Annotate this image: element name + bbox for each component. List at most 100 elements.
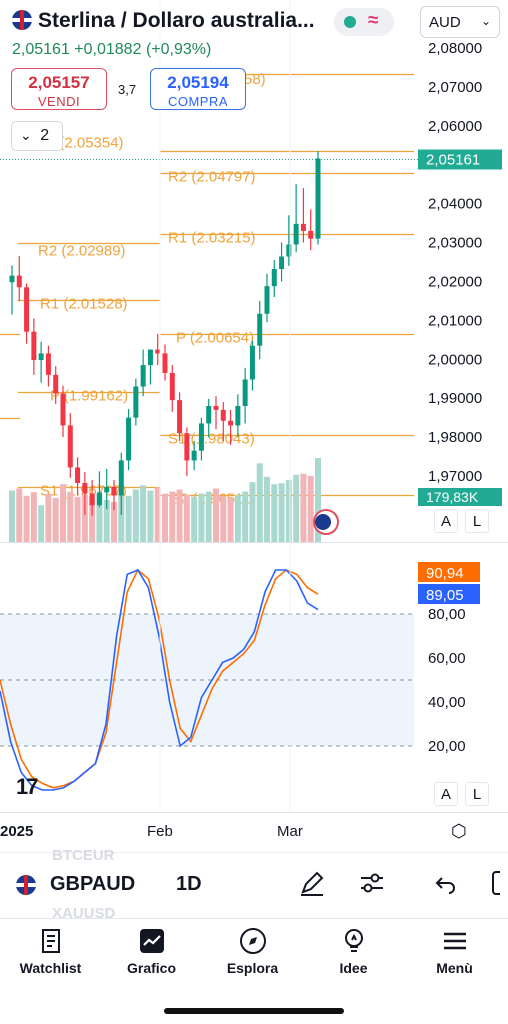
- volume-bar: [140, 485, 147, 542]
- volume-bar: [264, 476, 270, 542]
- volume-bar: [30, 492, 37, 542]
- symbol-header: Sterlina / Dollaro australia... 2,05161 …: [0, 0, 508, 151]
- price-quote: 2,05161 +0,01882 (+0,93%): [12, 41, 211, 59]
- tab-esplora[interactable]: Esplora: [202, 919, 303, 999]
- candle-body: [133, 386, 139, 418]
- symbol-bar: BTCEUR GBPAUD 1D XAUUSD: [0, 847, 508, 922]
- volume-bar: [183, 494, 190, 542]
- volume-bar: [162, 493, 168, 542]
- candle-body: [242, 379, 248, 406]
- volume-bar: [38, 505, 45, 542]
- price-scale-label: 1,98000: [428, 429, 482, 446]
- volume-bar: [52, 497, 59, 542]
- candle-body: [293, 223, 299, 245]
- volume-bar: [271, 484, 278, 542]
- price-change-pct: (+0,93%): [145, 41, 212, 58]
- wave-icon: ≈: [368, 10, 379, 31]
- volume-bar: [169, 491, 176, 542]
- price-scale-label: 2,00000: [428, 351, 482, 368]
- candle-body: [16, 275, 22, 288]
- volume-bar: [9, 490, 15, 542]
- pivot-label-s1_right: S1 (1.98043): [168, 431, 255, 448]
- volume-bar: [234, 494, 241, 542]
- oscillator-log-scale-button[interactable]: L: [465, 782, 489, 806]
- volume-bar: [96, 493, 103, 542]
- candle-body: [9, 275, 15, 283]
- candle-body: [300, 223, 306, 231]
- volume-tag: 179,83K: [426, 489, 479, 505]
- sell-button[interactable]: 2,05157 VENDI: [11, 68, 107, 110]
- stoch-k-line: [0, 568, 319, 791]
- volume-bar: [278, 483, 285, 542]
- au-flag-icon: [315, 514, 331, 530]
- candle-body: [140, 365, 146, 387]
- volume-bar: [16, 488, 23, 542]
- log-scale-button[interactable]: L: [465, 509, 489, 533]
- fullscreen-icon[interactable]: [490, 869, 508, 897]
- undo-icon[interactable]: [432, 871, 458, 897]
- settings-hexagon-icon[interactable]: ⬡: [451, 821, 467, 841]
- tab-menu[interactable]: Menù: [404, 919, 505, 999]
- candle-body: [111, 486, 117, 496]
- tab-label: Watchlist: [19, 960, 82, 976]
- symbol-ticker[interactable]: GBPAUD: [50, 873, 136, 895]
- symbol-title[interactable]: Sterlina / Dollaro australia...: [38, 9, 315, 32]
- candle-body: [118, 460, 124, 496]
- pivot-label-top-partial: 58): [244, 71, 266, 88]
- tab-idee[interactable]: Idee: [303, 919, 404, 999]
- candle-body: [249, 345, 255, 380]
- drawing-pen-icon[interactable]: [298, 869, 326, 897]
- oscillator-auto-scale-button[interactable]: A: [434, 782, 458, 806]
- candle-body: [177, 400, 183, 434]
- compass-icon: [239, 928, 266, 954]
- interval-select[interactable]: 1D: [176, 873, 202, 895]
- candle-body: [24, 287, 30, 332]
- candle-body: [162, 353, 168, 373]
- candle-body: [38, 353, 44, 361]
- volume-bar: [103, 500, 110, 542]
- volume-bar: [191, 496, 198, 542]
- price-scale-label: 2,04000: [428, 196, 482, 213]
- market-status-pill[interactable]: ≈: [334, 8, 394, 36]
- chevron-down-icon: ⌄: [480, 14, 491, 28]
- volume-bar: [256, 463, 263, 542]
- price-scale-label: 2,02000: [428, 273, 482, 290]
- volume-bar: [315, 458, 321, 542]
- indicators-toggle-button[interactable]: ⌄ 2: [11, 121, 63, 151]
- price-chart[interactable]: 2,08000 2,07000 2,06000 2,04000 2,03000 2,020…: [0, 0, 508, 852]
- tab-watchlist[interactable]: Watchlist: [0, 919, 101, 999]
- oscillator-scale-label: 40,00: [428, 694, 466, 711]
- candle-body: [89, 493, 95, 506]
- volume-bar: [60, 484, 66, 542]
- tab-grafico[interactable]: Grafico: [101, 919, 202, 999]
- lightbulb-icon: [344, 929, 363, 952]
- candle-body: [315, 158, 321, 239]
- tab-label: Grafico: [126, 960, 176, 976]
- volume-bar: [213, 488, 219, 542]
- currency-select[interactable]: AUD ⌄: [420, 6, 500, 38]
- chart-icon: [139, 929, 164, 953]
- volume-bar: [285, 480, 292, 542]
- volume-bar: [154, 487, 161, 542]
- buy-price: 2,05194: [167, 73, 229, 92]
- volume-bar: [111, 502, 117, 542]
- volume-bar: [67, 491, 74, 542]
- last-price: 2,05161: [12, 41, 70, 58]
- buy-button[interactable]: 2,05194 COMPRA: [150, 68, 246, 110]
- tab-label: Esplora: [226, 960, 279, 976]
- candle-body: [60, 393, 66, 426]
- volume-bar: [242, 491, 249, 542]
- auto-scale-button[interactable]: A: [434, 509, 458, 533]
- candle-body: [271, 269, 277, 287]
- stoch-d-line: [0, 568, 319, 789]
- oscillator-band: [0, 614, 414, 746]
- candle-body: [184, 433, 190, 461]
- indicators-sliders-icon[interactable]: [358, 869, 386, 897]
- candle-body: [220, 409, 226, 421]
- candle-body: [213, 405, 219, 410]
- volume-bar: [293, 474, 300, 542]
- bottom-tab-bar: Watchlist Grafico Esplora Idee Menù: [0, 918, 508, 999]
- ghost-symbol-below: XAUUSD: [52, 905, 116, 922]
- volume-bar: [125, 495, 132, 542]
- stoch-k-tag: 90,94: [426, 565, 464, 582]
